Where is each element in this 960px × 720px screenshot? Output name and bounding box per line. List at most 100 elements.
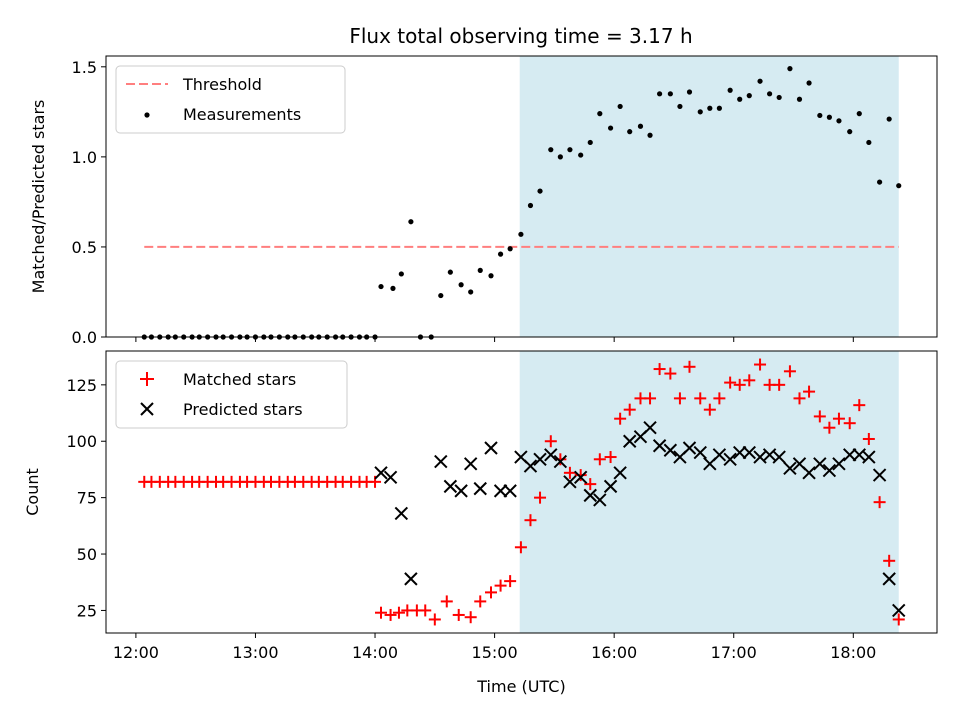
y-tick-label: 1.0	[72, 148, 97, 167]
matched-star-point	[514, 541, 527, 554]
measurement-point	[447, 269, 453, 275]
measurement-point	[587, 139, 593, 146]
matched-star-point	[534, 491, 547, 504]
measurement-point	[617, 103, 623, 110]
measurement-point	[667, 91, 673, 97]
matched-star-point	[724, 376, 737, 389]
predicted-star-point	[623, 434, 637, 448]
measurement-point	[468, 289, 474, 295]
matched-star-point	[673, 392, 686, 405]
predicted-star-point	[523, 459, 538, 473]
measurement-point	[806, 80, 812, 86]
x-ticks-bottom: 12:00 13:00 14:00 15:00 16:00 17:00 18:00	[113, 633, 876, 662]
y-tick-label: 50	[77, 545, 97, 564]
matched-star-point	[563, 466, 576, 479]
matched-star-point	[485, 586, 498, 599]
predicted-star-point	[813, 457, 827, 471]
y-ticks-top: 0.0 0.5 1.0 1.5	[72, 58, 106, 347]
measurement-point	[746, 93, 752, 99]
predicted-star-point	[862, 450, 876, 464]
matched-star-point	[783, 365, 796, 378]
x-ticks-top	[135, 337, 854, 342]
predicted-star-point	[682, 441, 697, 455]
legend-predicted-swatch	[140, 402, 154, 416]
predicted-star-point	[783, 461, 797, 476]
predicted-star-point	[544, 448, 558, 462]
measurement-point	[716, 105, 722, 111]
measurement-point	[578, 152, 584, 158]
measurement-point	[886, 116, 892, 122]
matched-star-point	[524, 514, 537, 527]
measurement-point	[537, 188, 543, 194]
matched-star-point	[375, 606, 388, 619]
legend-measurements-label: Measurements	[183, 105, 301, 124]
matched-star-point	[544, 435, 557, 448]
matched-star-point	[713, 392, 726, 405]
matched-star-point	[832, 412, 845, 425]
predicted-star-point	[454, 484, 468, 498]
matched-star-point	[862, 432, 875, 445]
x-tick-label: 17:00	[711, 643, 757, 662]
measurement-point	[787, 66, 793, 72]
y-ticks-bottom: 25 50 75 100 125	[66, 376, 106, 620]
predicted-star-point	[493, 484, 508, 498]
matched-star-point	[754, 358, 767, 371]
matched-star-point	[813, 410, 826, 423]
predicted-star-point	[503, 484, 517, 498]
matched-star-point	[623, 403, 636, 416]
predicted-star-point	[652, 439, 667, 453]
predicted-star-point	[872, 468, 887, 482]
measurement-point	[378, 283, 384, 290]
matched-star-point	[464, 611, 477, 624]
legend-bottom: Matched stars Predicted stars	[115, 360, 348, 429]
predicted-star-point	[882, 572, 896, 586]
matched-star-point	[428, 613, 441, 626]
matched-star-point	[664, 367, 677, 380]
y-axis-label-top: Matched/Predicted stars	[29, 100, 48, 294]
measurement-point	[647, 132, 653, 138]
matched-star-point	[604, 451, 617, 464]
matched-star-point	[683, 360, 696, 373]
predicted-star-point	[394, 506, 409, 521]
predicted-star-point	[723, 452, 737, 466]
predicted-star-points	[374, 420, 906, 618]
measurement-point	[776, 94, 782, 101]
measurement-point	[567, 147, 573, 153]
predicted-star-point	[712, 448, 727, 462]
matched-star-point	[803, 385, 816, 398]
y-tick-label: 125	[66, 376, 97, 395]
predicted-star-point	[663, 443, 678, 457]
measurement-point	[757, 78, 763, 84]
measurement-point	[817, 112, 823, 119]
legend-measurements-swatch	[144, 112, 150, 118]
predicted-star-point	[733, 445, 747, 460]
predicted-star-point	[484, 441, 498, 455]
legend-matched-swatch	[140, 372, 154, 386]
measurement-point	[896, 183, 902, 189]
matched-star-point	[593, 453, 606, 466]
predicted-star-point	[802, 466, 816, 480]
measurement-point	[826, 114, 832, 120]
y-tick-label: 0.0	[72, 328, 97, 347]
measurement-point	[877, 179, 883, 185]
matched-star-points	[138, 358, 905, 626]
matched-star-point	[653, 363, 666, 376]
y-tick-label: 0.5	[72, 238, 97, 257]
matched-star-point	[504, 575, 517, 588]
matched-star-point	[694, 392, 707, 405]
x-axis-label: Time (UTC)	[476, 677, 565, 696]
predicted-star-point	[434, 454, 448, 469]
matched-star-point	[793, 392, 806, 405]
measurement-point	[697, 109, 703, 115]
measurement-point	[866, 139, 872, 146]
matched-star-point	[474, 595, 487, 608]
legend-threshold-label: Threshold	[182, 75, 262, 94]
matched-star-point	[574, 469, 587, 482]
predicted-star-point	[374, 466, 388, 480]
matched-star-point	[743, 374, 756, 387]
matched-star-point	[494, 579, 507, 592]
predicted-star-point	[563, 475, 577, 489]
y-tick-label: 100	[66, 432, 97, 451]
measurement-point	[836, 118, 842, 124]
matched-star-point	[452, 608, 465, 621]
